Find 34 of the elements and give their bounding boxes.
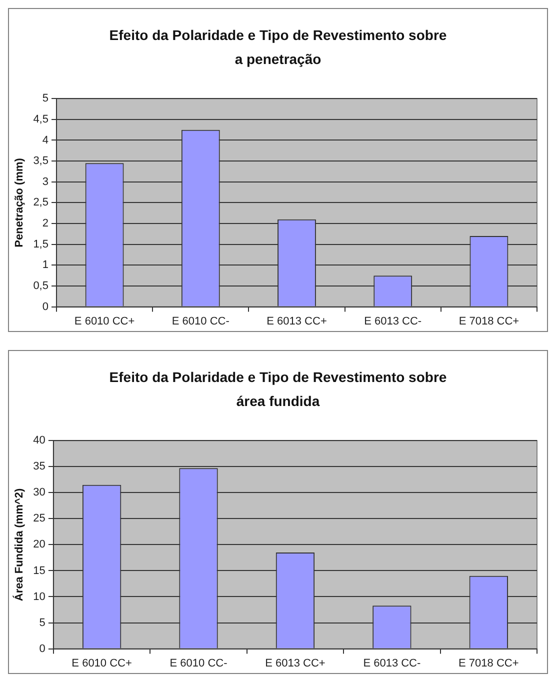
x-tick-label: E 6010 CC+ bbox=[74, 315, 135, 328]
y-tick-label: 25 bbox=[33, 512, 46, 525]
y-tick-label: 30 bbox=[33, 486, 46, 499]
y-tick-label: 1 bbox=[42, 259, 48, 272]
x-tick-label: E 6013 CC+ bbox=[266, 315, 327, 328]
y-tick-label: 10 bbox=[33, 590, 46, 603]
y-tick-label: 0,5 bbox=[33, 280, 48, 292]
y-tick-label: 5 bbox=[42, 92, 48, 105]
x-tick-label: E 6010 CC- bbox=[170, 657, 228, 670]
x-tick-label: E 7018 CC+ bbox=[458, 657, 519, 670]
y-tick-label: 0 bbox=[42, 300, 48, 313]
y-tick-label: 0 bbox=[39, 642, 46, 655]
y-axis-title: Área Fundida (mm^2) bbox=[12, 488, 26, 602]
y-tick-label: 1,5 bbox=[33, 238, 48, 250]
y-tick-label: 2 bbox=[42, 218, 48, 230]
x-tick-label: E 6013 CC+ bbox=[265, 657, 326, 670]
y-tick-label: 4,5 bbox=[33, 113, 48, 126]
y-axis-title: Penetração (mm) bbox=[14, 158, 26, 248]
y-tick-label: 20 bbox=[33, 538, 46, 551]
x-tick-label: E 6010 CC- bbox=[172, 315, 230, 328]
x-tick-label: E 6010 CC+ bbox=[72, 657, 132, 670]
x-tick-label: E 7018 CC+ bbox=[458, 315, 520, 328]
y-tick-label: 5 bbox=[39, 616, 46, 629]
x-tick-label: E 6013 CC- bbox=[364, 315, 422, 328]
chart-title: Efeito da Polaridade e Tipo de Revestimento sobre a penetração bbox=[108, 26, 448, 69]
y-tick-label: 4 bbox=[42, 134, 48, 146]
chart-title: Efeito da Polaridade e Tipo de Revestimento sobre área fundida bbox=[108, 368, 448, 411]
y-tick-label: 35 bbox=[33, 460, 46, 473]
y-tick-label: 3 bbox=[42, 176, 48, 188]
y-tick-label: 15 bbox=[33, 564, 46, 577]
y-tick-label: 3,5 bbox=[33, 155, 48, 168]
y-tick-label: 2,5 bbox=[33, 196, 48, 209]
x-tick-label: E 6013 CC- bbox=[363, 657, 421, 670]
y-tick-label: 40 bbox=[33, 434, 46, 447]
